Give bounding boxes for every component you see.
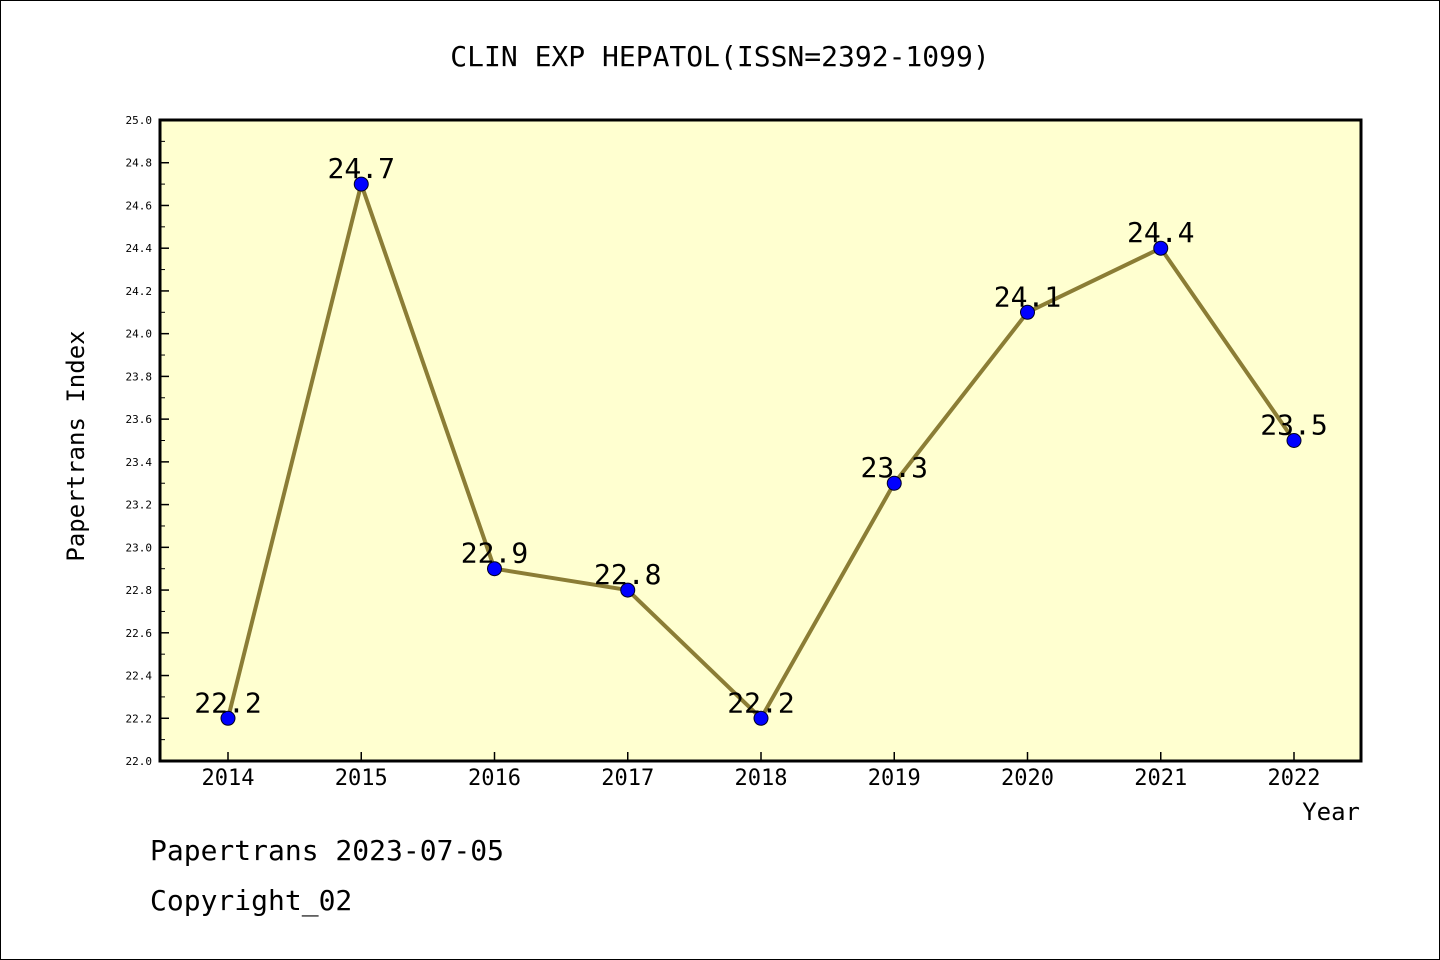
y-tick-label: 23.8: [126, 370, 153, 383]
y-tick-label: 24.6: [126, 199, 153, 212]
x-tick-label: 2021: [1134, 766, 1187, 791]
data-point: [1286, 433, 1302, 448]
data-point: [220, 710, 236, 726]
data-point: [353, 176, 369, 192]
y-tick-label: 22.8: [126, 584, 153, 597]
y-tick-label: 22.6: [126, 627, 153, 640]
chart-title: CLIN EXP HEPATOL(ISSN=2392-1099): [450, 40, 989, 73]
y-tick-label: 23.0: [126, 541, 153, 554]
data-label: 24.4: [1127, 216, 1194, 249]
x-tick-label: 2019: [868, 766, 921, 791]
y-tick-label: 24.0: [126, 328, 153, 341]
data-label: 23.5: [1260, 409, 1327, 442]
y-tick-label: 22.0: [126, 755, 153, 768]
x-tick-label: 2018: [735, 766, 788, 791]
data-label: 22.2: [194, 686, 261, 719]
y-axis-label: Papertrans Index: [62, 330, 90, 561]
x-tick-label: 2020: [1001, 766, 1054, 791]
y-tick-label: 22.4: [126, 670, 153, 683]
x-tick-label: 2016: [468, 766, 521, 791]
x-tick-label: 2015: [335, 766, 388, 791]
y-tick-label: 23.4: [126, 456, 153, 469]
x-axis: 2014 2015 2016 2017 2018 2019 2020 2021 2022: [202, 752, 1321, 791]
data-point: [886, 475, 902, 491]
y-tick-label: 23.2: [126, 499, 153, 512]
series-layer: 22.2 24.7 22.9 22.8 22.2 23.3 24.1 24.4 23.5: [194, 152, 1328, 726]
data-label: 23.3: [861, 451, 928, 484]
data-point: [1153, 240, 1169, 256]
data-label: 22.9: [461, 537, 528, 570]
data-label: 24.1: [994, 280, 1061, 313]
y-tick-label: 25.0: [126, 114, 153, 127]
data-label: 24.7: [328, 152, 395, 185]
footer-copyright: Copyright_02: [150, 884, 353, 917]
x-tick-label: 2017: [601, 766, 654, 791]
x-axis-label: Year: [1302, 798, 1360, 826]
data-point: [620, 582, 636, 598]
footer-date: Papertrans 2023-07-05: [150, 834, 505, 867]
y-tick-label: 24.8: [126, 157, 153, 170]
data-point: [487, 561, 502, 577]
y-tick-label: 24.2: [126, 285, 153, 298]
y-tick-label: 22.2: [126, 712, 153, 725]
y-axis: 22.0 22.2 22.4 22.6 22.8 23.0 23.2 23.4 23.6 23.8…: [126, 114, 169, 768]
data-point: [753, 710, 769, 726]
x-tick-label: 2014: [202, 766, 255, 791]
plot-area: [158, 118, 1363, 763]
x-tick-label: 2022: [1268, 766, 1321, 791]
data-label: 22.2: [727, 686, 794, 719]
y-tick-label: 23.6: [126, 413, 153, 426]
y-tick-label: 24.4: [126, 242, 153, 255]
data-point: [1020, 304, 1035, 320]
data-label: 22.8: [594, 558, 661, 591]
